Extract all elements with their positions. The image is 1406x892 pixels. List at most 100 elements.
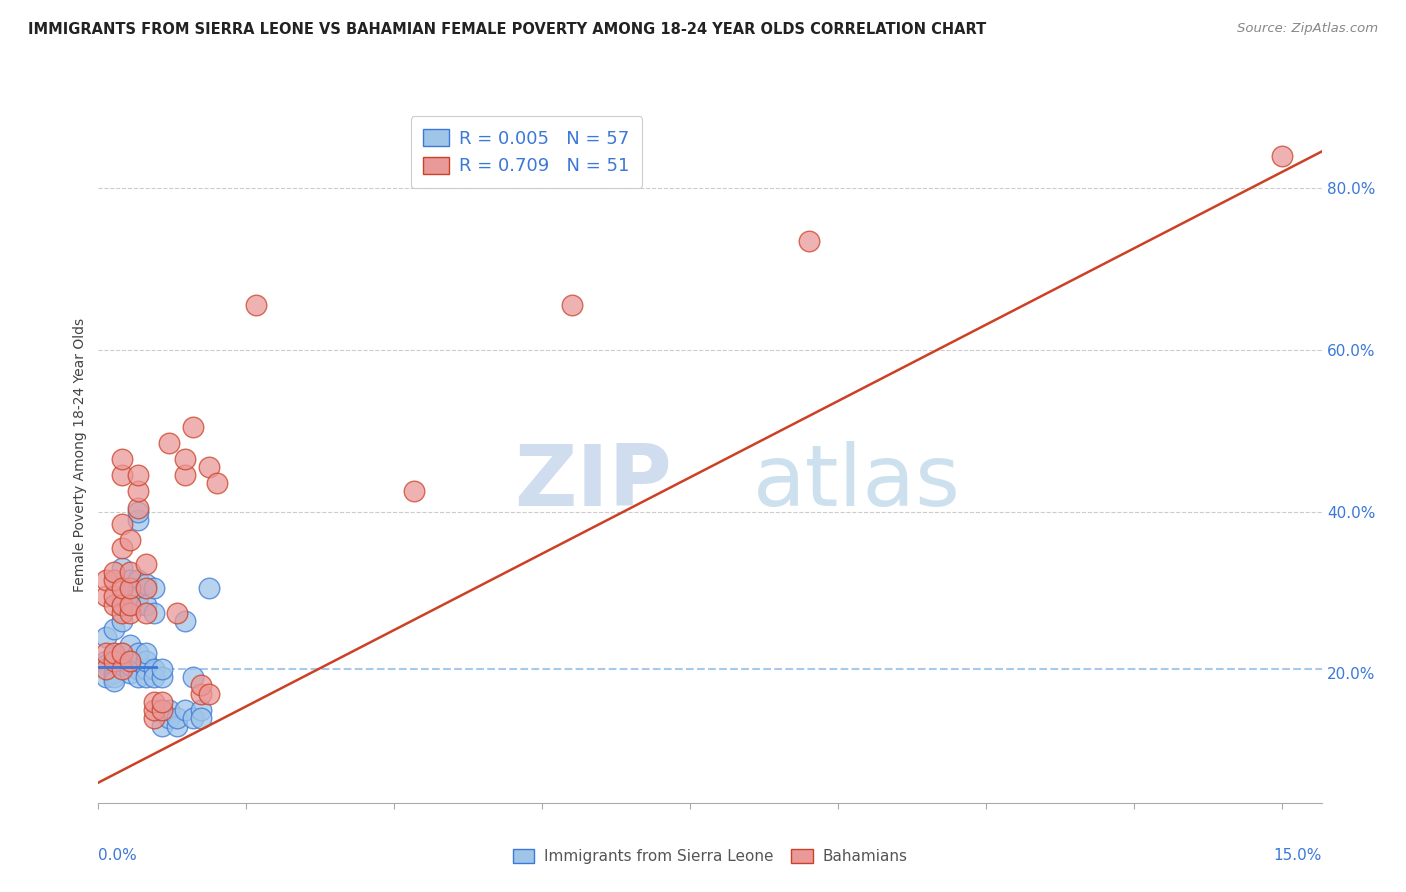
Point [135, 606, 157, 620]
Point [181, 670, 204, 684]
Point [190, 703, 212, 717]
Point [103, 674, 125, 689]
Point [190, 711, 212, 725]
Point [142, 695, 165, 709]
Point [174, 468, 197, 483]
Point [111, 582, 134, 596]
Point [111, 541, 134, 555]
Point [150, 703, 173, 717]
Point [190, 678, 212, 692]
Point [118, 574, 141, 588]
Point [150, 670, 173, 684]
Point [150, 662, 173, 676]
Point [111, 654, 134, 668]
Point [142, 662, 165, 676]
Point [111, 598, 134, 612]
Point [96, 630, 118, 644]
Point [96, 670, 118, 684]
Point [142, 670, 165, 684]
Point [142, 703, 165, 717]
Point [96, 590, 118, 604]
Point [118, 593, 141, 607]
Point [159, 703, 181, 717]
Point [118, 533, 141, 547]
Point [127, 500, 149, 515]
Point [96, 658, 118, 673]
Point [96, 646, 118, 660]
Legend: Immigrants from Sierra Leone, Bahamians: Immigrants from Sierra Leone, Bahamians [505, 841, 915, 871]
Point [142, 711, 165, 725]
Point [159, 711, 181, 725]
Point [181, 419, 204, 434]
Point [103, 574, 125, 588]
Point [150, 719, 173, 733]
Y-axis label: Female Poverty Among 18-24 Year Olds: Female Poverty Among 18-24 Year Olds [73, 318, 87, 592]
Point [127, 513, 149, 527]
Point [118, 582, 141, 596]
Text: IMMIGRANTS FROM SIERRA LEONE VS BAHAMIAN FEMALE POVERTY AMONG 18-24 YEAR OLDS CO: IMMIGRANTS FROM SIERRA LEONE VS BAHAMIAN… [28, 22, 987, 37]
Point [111, 614, 134, 628]
Point [561, 298, 583, 312]
Point [150, 695, 173, 709]
Point [174, 703, 197, 717]
Point [103, 670, 125, 684]
Point [190, 687, 212, 701]
Text: atlas: atlas [752, 442, 960, 524]
Point [135, 582, 157, 596]
Point [118, 638, 141, 652]
Point [118, 585, 141, 599]
Point [198, 582, 221, 596]
Point [103, 598, 125, 612]
Point [181, 711, 204, 725]
Point [111, 658, 134, 673]
Point [135, 654, 157, 668]
Point [127, 646, 149, 660]
Point [127, 670, 149, 684]
Point [127, 654, 149, 668]
Text: 15.0%: 15.0% [1274, 848, 1322, 863]
Point [96, 654, 118, 668]
Point [111, 561, 134, 575]
Point [103, 590, 125, 604]
Point [96, 574, 118, 588]
Point [404, 484, 426, 499]
Point [166, 606, 188, 620]
Point [205, 476, 228, 491]
Point [118, 566, 141, 580]
Point [135, 670, 157, 684]
Point [198, 460, 221, 475]
Point [127, 590, 149, 604]
Point [111, 598, 134, 612]
Point [103, 650, 125, 665]
Point [103, 622, 125, 636]
Point [103, 658, 125, 673]
Point [96, 662, 118, 676]
Point [135, 577, 157, 591]
Point [127, 468, 149, 483]
Point [127, 574, 149, 588]
Point [159, 435, 181, 450]
Point [135, 557, 157, 571]
Text: ZIP: ZIP [515, 442, 672, 524]
Point [1271, 148, 1294, 162]
Text: 0.0%: 0.0% [98, 848, 138, 863]
Point [166, 719, 188, 733]
Point [118, 606, 141, 620]
Point [111, 590, 134, 604]
Point [118, 598, 141, 612]
Point [111, 646, 134, 660]
Point [142, 582, 165, 596]
Point [118, 654, 141, 668]
Point [111, 662, 134, 676]
Point [174, 452, 197, 467]
Point [127, 582, 149, 596]
Point [118, 666, 141, 681]
Point [103, 666, 125, 681]
Point [111, 516, 134, 531]
Point [111, 606, 134, 620]
Point [118, 658, 141, 673]
Point [127, 598, 149, 612]
Point [127, 504, 149, 518]
Point [111, 468, 134, 483]
Point [135, 646, 157, 660]
